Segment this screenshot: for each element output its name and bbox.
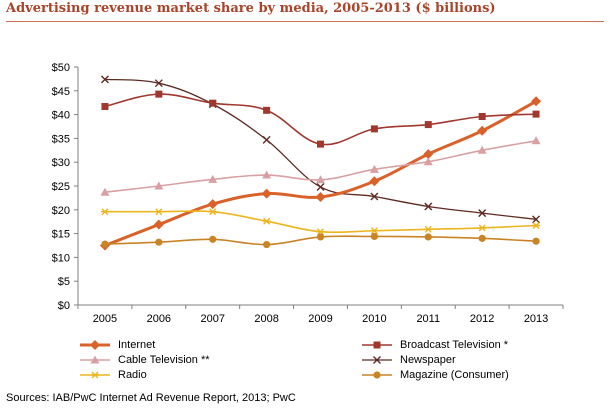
data-point [370,125,378,133]
data-point [424,202,433,211]
x-tick-label: 2012 [470,313,494,325]
data-point [370,192,379,201]
data-point [263,240,271,249]
data-point [424,233,432,241]
series-magazine-consumer [101,232,540,249]
title-underline [6,21,604,22]
data-point [209,235,217,243]
series-broadcast-television [101,90,540,148]
series-radio [100,208,541,236]
x-tick-label: 2005 [93,313,117,325]
x-tick-label: 2010 [362,313,386,325]
data-point [531,96,542,107]
data-point [261,188,272,199]
x-tick-label: 2007 [200,313,224,325]
x-tick-label: 2006 [147,313,171,325]
y-tick-label: $50 [52,62,70,74]
data-point [263,106,271,114]
y-tick-label: $30 [52,157,70,169]
data-point [532,215,541,224]
data-point [209,99,217,107]
y-tick-label: $15 [52,229,70,241]
y-tick-label: $10 [52,252,70,264]
data-point [477,145,487,154]
data-point [208,208,217,216]
data-point [101,240,109,248]
data-point [100,187,110,196]
series-line [103,99,538,247]
data-point [154,181,164,190]
x-tick-label: 2008 [254,313,278,325]
y-tick-label: $25 [52,181,70,193]
data-point [532,237,540,245]
data-point [262,135,271,144]
data-point [532,110,540,118]
data-point [532,222,541,230]
data-point [478,113,486,121]
source-note: Sources: IAB/PwC Internet Ad Revenue Rep… [6,392,296,404]
chart-title: Advertising revenue market share by medi… [6,1,496,16]
data-point [100,75,109,84]
data-point [316,228,325,236]
x-tick-label: 2013 [524,313,548,325]
data-point [424,225,433,233]
data-point [423,157,433,166]
data-point [316,233,325,241]
x-tick-label: 2011 [416,313,440,325]
y-tick-label: $0 [58,300,70,312]
data-point [370,232,378,241]
data-point [154,208,163,216]
data-point [369,164,379,173]
data-point [477,125,488,136]
data-point [153,219,164,230]
data-point [478,209,487,218]
data-point [262,217,271,225]
series-line [104,139,537,193]
data-point [423,149,434,160]
data-point [531,136,541,145]
y-tick-label: $40 [52,110,70,122]
y-tick-label: $45 [52,86,70,98]
data-point [316,182,325,191]
data-point [101,103,109,111]
data-point [316,175,325,184]
y-tick-label: $35 [52,133,70,145]
y-tick-label: $5 [58,276,70,288]
data-point [207,199,218,210]
y-tick-label: $20 [52,205,70,217]
data-point [155,90,163,98]
data-point [317,140,324,148]
data-point [478,224,487,232]
data-point [208,174,218,183]
data-point [154,79,163,88]
data-point [315,191,326,202]
series-cable-television [100,136,541,196]
data-point [100,208,109,216]
data-point [262,170,272,179]
data-point [155,238,163,246]
data-point [370,227,379,235]
data-point [424,121,432,129]
x-tick-label: 2009 [308,313,332,325]
data-point [478,234,486,242]
data-point [369,176,380,187]
